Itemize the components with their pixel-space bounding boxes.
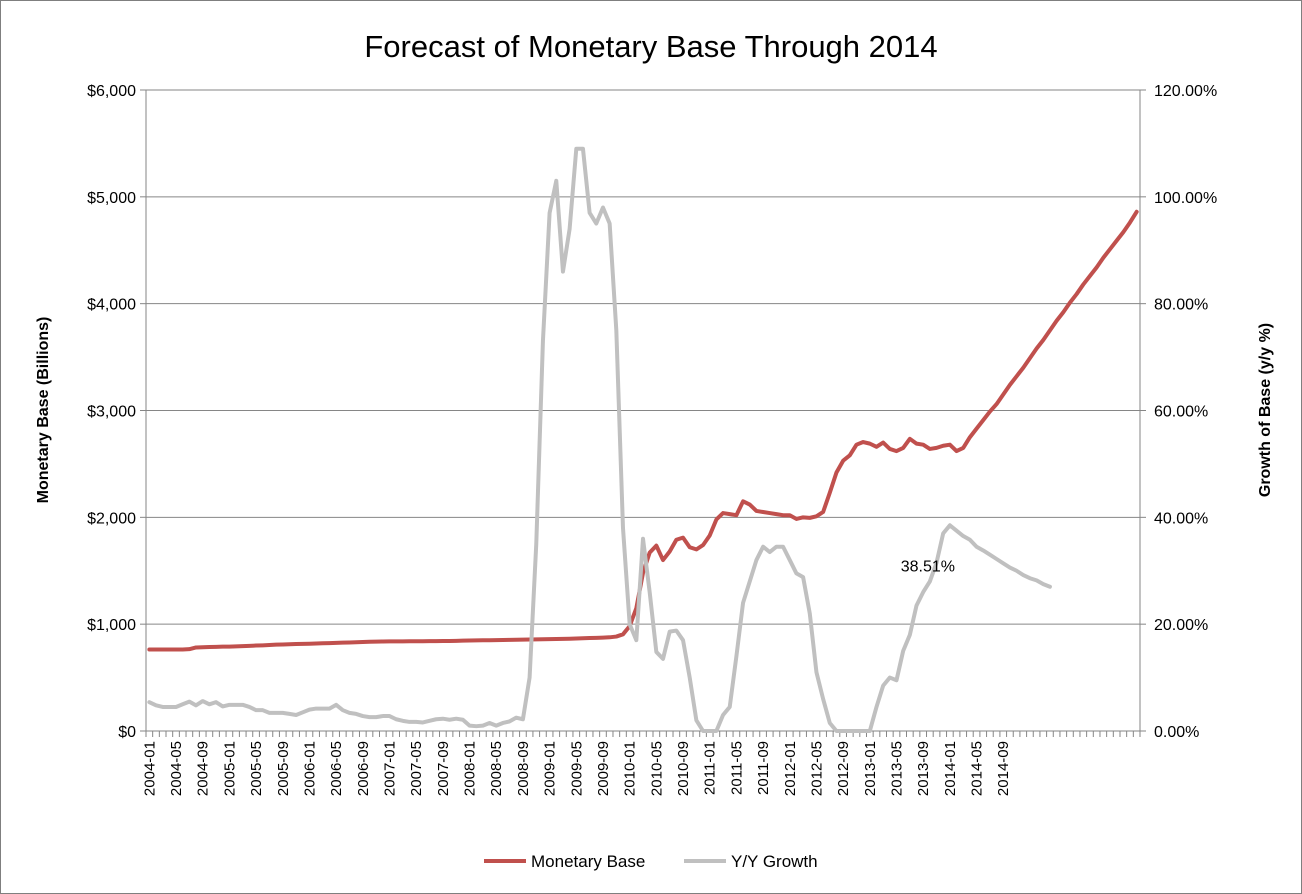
x-tick-label: 2008-09 bbox=[515, 741, 532, 796]
y2-tick-label: 0.00% bbox=[1154, 724, 1199, 741]
x-tick-label: 2006-05 bbox=[328, 741, 345, 796]
x-tick-label: 2012-09 bbox=[835, 741, 852, 796]
grid-lines bbox=[140, 89, 1146, 732]
x-tick-label: 2014-09 bbox=[995, 741, 1012, 796]
x-tick-label: 2007-09 bbox=[435, 741, 452, 796]
y-tick-labels: $0 $1,000 $2,000 $3,000 $4,000 $5,000 $6,000 bbox=[87, 83, 136, 741]
x-tick-label: 2010-01 bbox=[622, 741, 639, 796]
x-tick-label: 2006-09 bbox=[355, 741, 372, 796]
series-line-monetary-base bbox=[147, 209, 1139, 652]
x-tick-label: 2005-09 bbox=[275, 741, 292, 796]
x-tick-label: 2004-09 bbox=[195, 741, 212, 796]
x-tick-label: 2014-05 bbox=[969, 741, 986, 796]
y2-tick-label: 20.00% bbox=[1154, 617, 1208, 634]
x-tick-label: 2011-01 bbox=[702, 741, 719, 795]
y-tick-label: $0 bbox=[118, 724, 136, 741]
x-tick-label: 2012-05 bbox=[808, 741, 825, 796]
x-tick-label: 2013-05 bbox=[889, 741, 906, 796]
y-tick-label: $6,000 bbox=[87, 83, 136, 100]
y-tick-label: $1,000 bbox=[87, 617, 136, 634]
y2-tick-label: 80.00% bbox=[1154, 297, 1208, 314]
x-tick-label: 2009-05 bbox=[568, 741, 585, 796]
x-tick-label: 2008-01 bbox=[462, 741, 479, 796]
legend-label-yy-growth: Y/Y Growth bbox=[731, 852, 818, 871]
y2-tick-labels: 0.00% 20.00% 40.00% 60.00% 80.00% 100.00% 120.… bbox=[1154, 83, 1217, 741]
x-tick-label: 2007-05 bbox=[408, 741, 425, 796]
y2-tick-label: 60.00% bbox=[1154, 404, 1208, 421]
x-tick-label: 2010-05 bbox=[648, 741, 665, 796]
series-line-yy-growth bbox=[147, 146, 1052, 733]
x-tick-label: 2006-01 bbox=[301, 741, 318, 796]
x-tick-label: 2009-09 bbox=[595, 741, 612, 796]
x-tick-label: 2011-09 bbox=[755, 741, 772, 795]
y-axis-label: Monetary Base (Billions) bbox=[35, 317, 52, 504]
x-tick-label: 2005-01 bbox=[221, 741, 238, 796]
x-tick-label: 2009-01 bbox=[542, 741, 559, 796]
x-tick-label: 2010-09 bbox=[675, 741, 692, 796]
y-tick-label: $3,000 bbox=[87, 404, 136, 421]
y-tick-label: $4,000 bbox=[87, 297, 136, 314]
x-tick-label: 2011-05 bbox=[728, 741, 745, 795]
x-tick-label: 2013-01 bbox=[862, 741, 879, 796]
x-tick-label: 2004-05 bbox=[168, 741, 185, 796]
x-tick-label: 2007-01 bbox=[381, 741, 398, 796]
y2-tick-label: 100.00% bbox=[1154, 190, 1217, 207]
chart-title: Forecast of Monetary Base Through 2014 bbox=[364, 29, 937, 64]
y2-axis-label: Growth of Base (y/y %) bbox=[1257, 323, 1274, 497]
legend: Monetary Base Y/Y Growth bbox=[484, 852, 818, 871]
y-tick-label: $5,000 bbox=[87, 190, 136, 207]
y-tick-label: $2,000 bbox=[87, 510, 136, 527]
x-tick-label: 2014-01 bbox=[942, 741, 959, 796]
peak-annotation: 38.51% bbox=[901, 558, 955, 575]
x-tick-label: 2012-01 bbox=[782, 741, 799, 796]
series-lines bbox=[147, 146, 1139, 733]
legend-label-monetary-base: Monetary Base bbox=[531, 852, 645, 871]
axes bbox=[145, 90, 1141, 737]
x-tick-label: 2004-01 bbox=[141, 741, 158, 796]
x-tick-label: 2005-05 bbox=[248, 741, 265, 796]
x-tick-label: 2008-05 bbox=[488, 741, 505, 796]
x-tick-labels: 2004-01 2004-05 2004-09 2005-01 2005-05 2005-… bbox=[141, 741, 1012, 796]
y2-tick-label: 120.00% bbox=[1154, 83, 1217, 100]
x-tick-label: 2013-09 bbox=[915, 741, 932, 796]
y2-tick-label: 40.00% bbox=[1154, 510, 1208, 527]
